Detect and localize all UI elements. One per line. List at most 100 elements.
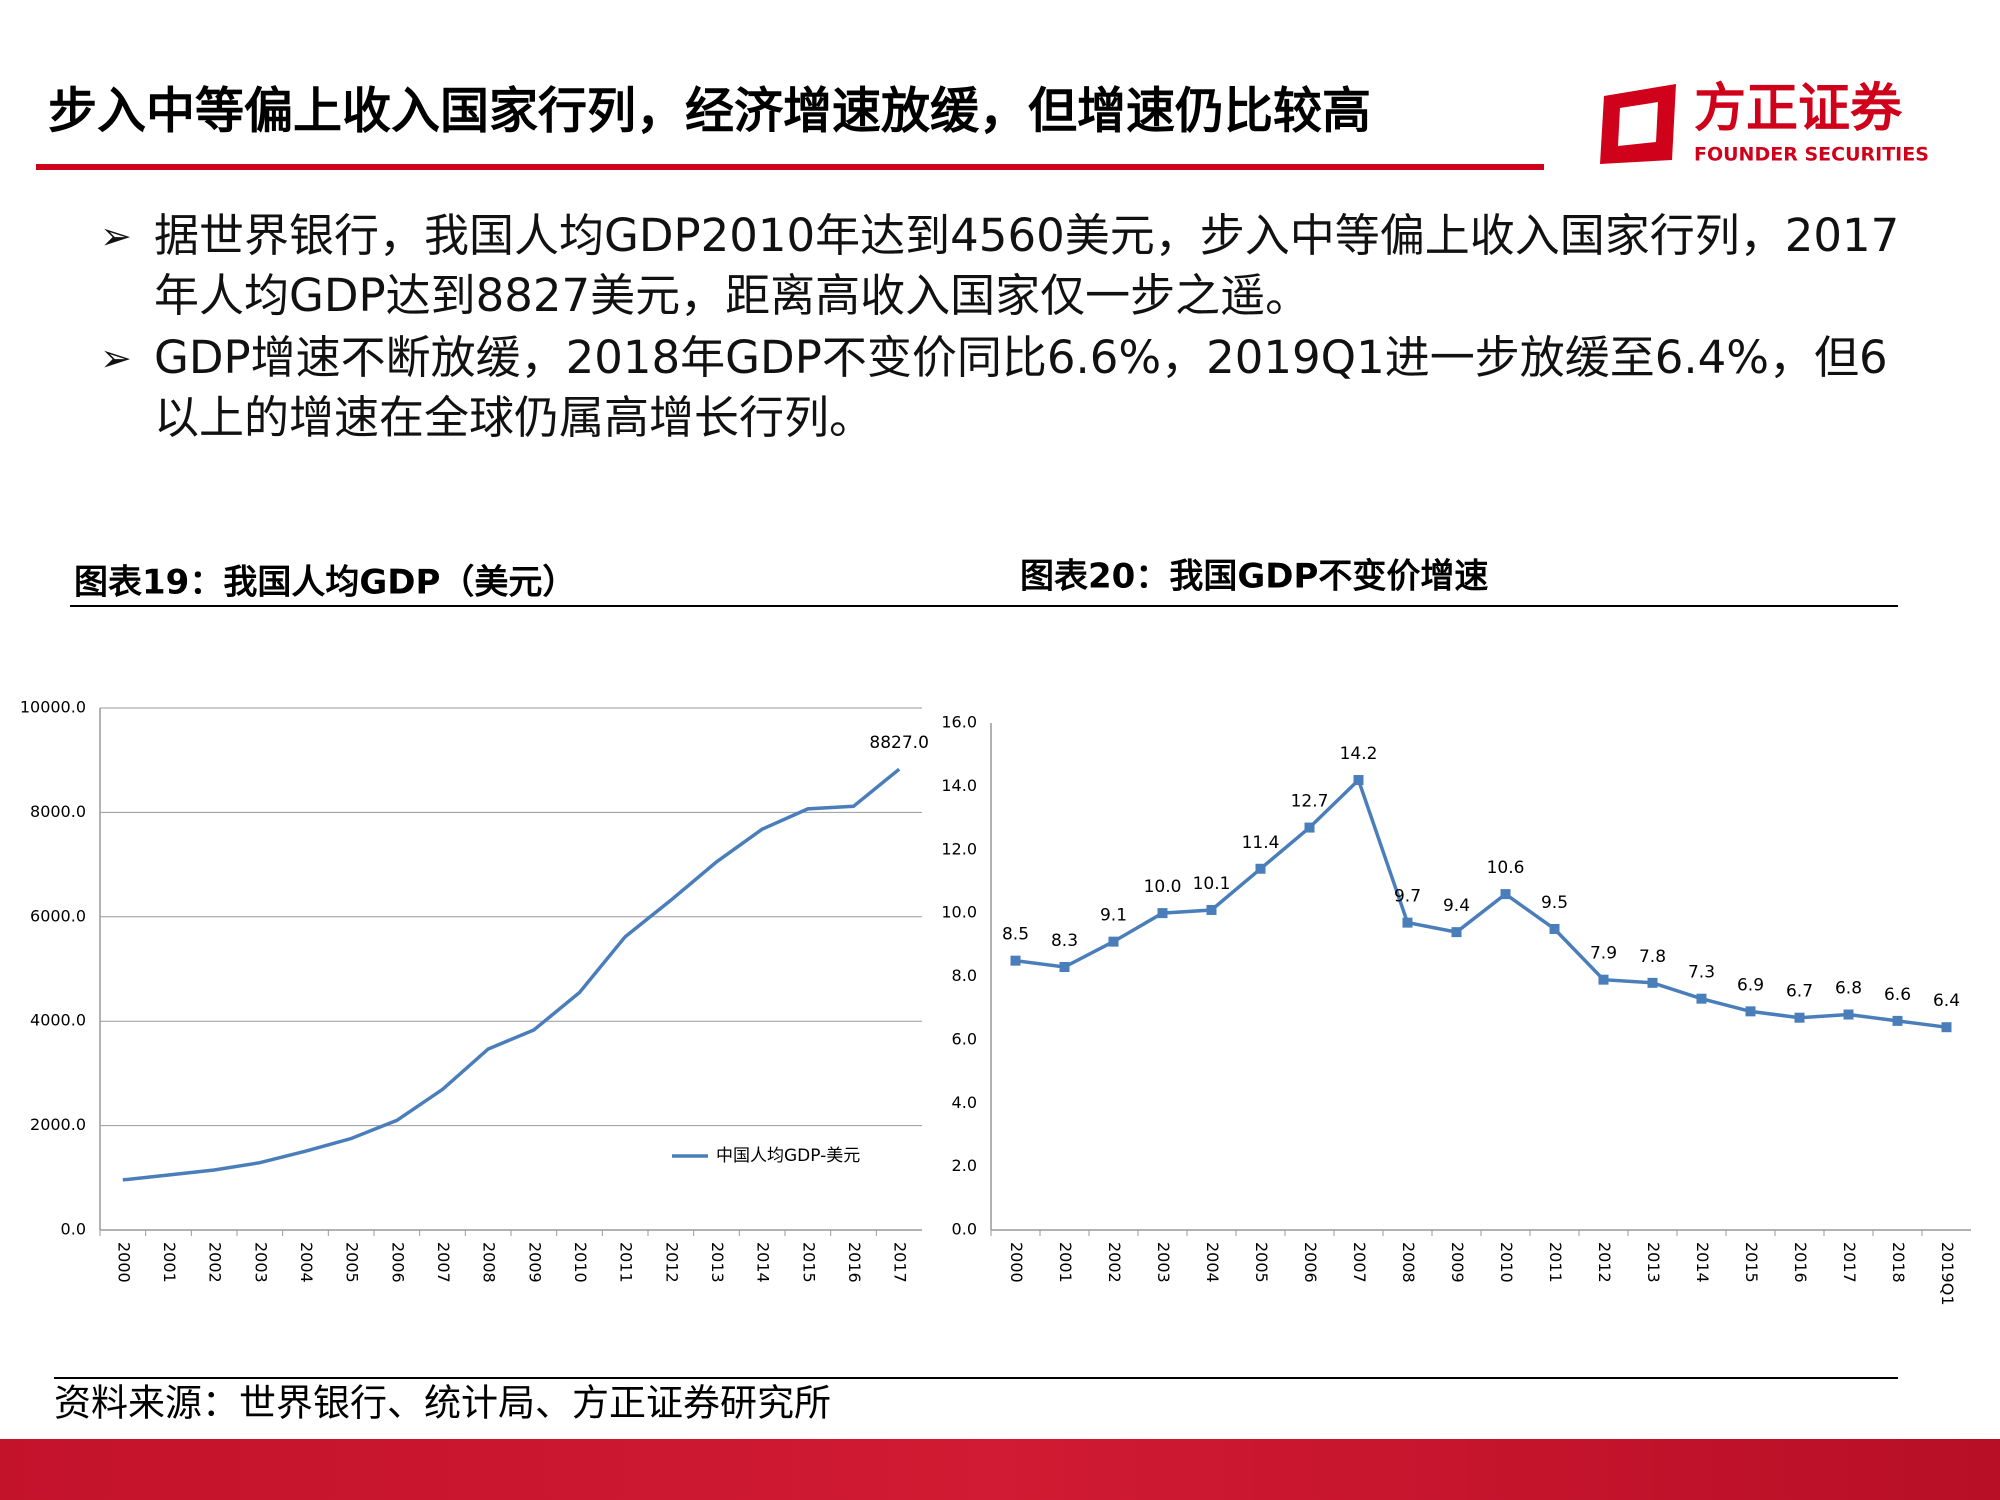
data-marker: [1892, 1015, 1903, 1026]
y-tick-label: 16.0: [941, 713, 977, 732]
data-marker: [1353, 775, 1364, 786]
data-marker: [1304, 822, 1315, 833]
data-label: 6.8: [1835, 979, 1862, 999]
data-marker: [1255, 863, 1266, 874]
data-label: 8.3: [1051, 931, 1078, 951]
data-label: 8827.0: [869, 733, 928, 753]
data-marker: [1794, 1012, 1805, 1023]
x-tick-label: 2004: [1203, 1242, 1222, 1283]
x-tick-label: 2009: [1448, 1242, 1467, 1283]
y-tick-label: 14.0: [941, 776, 977, 795]
data-marker: [1941, 1022, 1952, 1033]
data-marker: [1745, 1006, 1756, 1017]
x-tick-label: 2006: [388, 1242, 407, 1283]
x-tick-label: 2003: [1154, 1242, 1173, 1283]
data-marker: [1843, 1009, 1854, 1020]
data-label: 10.1: [1193, 874, 1231, 894]
data-marker: [1108, 936, 1119, 947]
data-label: 12.7: [1291, 792, 1329, 812]
data-label: 6.4: [1933, 991, 1960, 1011]
x-tick-label: 2009: [525, 1242, 544, 1283]
logo: 方正证券 FOUNDER SECURITIES: [1600, 79, 1929, 166]
data-label: 7.3: [1688, 963, 1715, 983]
x-tick-label: 2017: [891, 1242, 910, 1283]
logo-name: 方正证券: [1694, 79, 1903, 139]
data-label: 9.1: [1100, 906, 1127, 926]
y-tick-label: 10000.0: [20, 698, 86, 717]
chart-title: 图表19：我国人均GDP（美元）: [74, 563, 576, 603]
data-marker: [1598, 974, 1609, 985]
data-label: 9.7: [1394, 887, 1421, 907]
x-tick-label: 2014: [1693, 1242, 1712, 1283]
x-tick-label: 2015: [1742, 1242, 1761, 1283]
x-tick-label: 2014: [754, 1242, 773, 1283]
data-label: 14.2: [1340, 744, 1378, 764]
x-tick-label: 2008: [480, 1242, 499, 1283]
data-marker: [1647, 977, 1658, 988]
x-tick-label: 2005: [343, 1242, 362, 1283]
y-tick-label: 0.0: [952, 1220, 977, 1239]
y-tick-label: 4000.0: [30, 1011, 86, 1030]
x-tick-label: 2001: [1056, 1242, 1075, 1283]
logo-name-en: FOUNDER SECURITIES: [1694, 144, 1929, 166]
x-tick-label: 2018: [1889, 1242, 1908, 1283]
x-tick-label: 2000: [114, 1242, 133, 1283]
data-label: 10.0: [1144, 877, 1182, 897]
data-label: 6.9: [1737, 975, 1764, 995]
data-label: 7.8: [1639, 947, 1666, 967]
slide-title: 步入中等偏上收入国家行列，经济增速放缓，但增速仍比较高: [48, 83, 1371, 140]
data-marker: [1206, 904, 1217, 915]
x-tick-label: 2010: [1497, 1242, 1516, 1283]
y-tick-label: 6000.0: [30, 906, 86, 925]
data-label: 6.6: [1884, 985, 1911, 1005]
x-tick-label: 2002: [206, 1242, 225, 1283]
x-tick-label: 2004: [297, 1242, 316, 1283]
x-tick-label: 2007: [434, 1242, 453, 1283]
title-underline: [36, 164, 1544, 170]
data-label: 6.7: [1786, 982, 1813, 1002]
data-marker: [1010, 955, 1021, 966]
x-tick-label: 2005: [1252, 1242, 1271, 1283]
x-tick-label: 2006: [1301, 1242, 1320, 1283]
data-marker: [1500, 889, 1511, 900]
x-tick-label: 2016: [1791, 1242, 1810, 1283]
y-tick-label: 8000.0: [30, 802, 86, 821]
chart-title: 图表20：我国GDP不变价增速: [1020, 557, 1488, 597]
bullet: GDP增速不断放缓，2018年GDP不变价同比6.6%，2019Q1进一步放缓至…: [100, 328, 1900, 448]
x-tick-label: 2016: [845, 1242, 864, 1283]
data-line: [1015, 776, 1947, 1029]
data-label: 9.5: [1541, 893, 1568, 913]
data-marker: [1549, 923, 1560, 934]
data-marker: [1059, 961, 1070, 972]
x-tick-label: 2011: [617, 1242, 636, 1283]
data-label: 11.4: [1242, 833, 1280, 853]
data-label: 7.9: [1590, 944, 1617, 964]
x-tick-label: 2013: [1644, 1242, 1663, 1283]
y-tick-label: 4.0: [952, 1093, 977, 1112]
data-marker: [1696, 993, 1707, 1004]
x-tick-label: 2000: [1007, 1242, 1026, 1283]
legend-label: 中国人均GDP-美元: [716, 1146, 860, 1166]
y-tick-label: 12.0: [941, 839, 977, 858]
x-tick-label: 2001: [160, 1242, 179, 1283]
data-label: 9.4: [1443, 896, 1470, 916]
y-tick-label: 6.0: [952, 1029, 977, 1048]
x-tick-label: 2017: [1840, 1242, 1859, 1283]
x-tick-label: 2012: [662, 1242, 681, 1283]
y-tick-label: 10.0: [941, 903, 977, 922]
bullet: 据世界银行，我国人均GDP2010年达到4560美元，步入中等偏上收入国家行列，…: [100, 206, 1900, 326]
y-tick-label: 8.0: [952, 966, 977, 985]
x-tick-label: 2003: [251, 1242, 270, 1283]
charts: 0.0 2000.0 4000.0 6000.0 8000.0 10000.0 2000 20…: [20, 698, 1971, 1306]
data-line: [122, 767, 901, 1182]
y-tick-label: 2000.0: [30, 1115, 86, 1134]
data-label: 8.5: [1002, 925, 1029, 945]
x-tick-label: 2008: [1399, 1242, 1418, 1283]
source-note: 资料来源：世界银行、统计局、方正证券研究所: [54, 1382, 831, 1425]
x-tick-label: 2012: [1595, 1242, 1614, 1283]
data-marker: [1157, 908, 1168, 919]
data-marker: [1451, 927, 1462, 938]
data-marker: [1402, 917, 1413, 928]
